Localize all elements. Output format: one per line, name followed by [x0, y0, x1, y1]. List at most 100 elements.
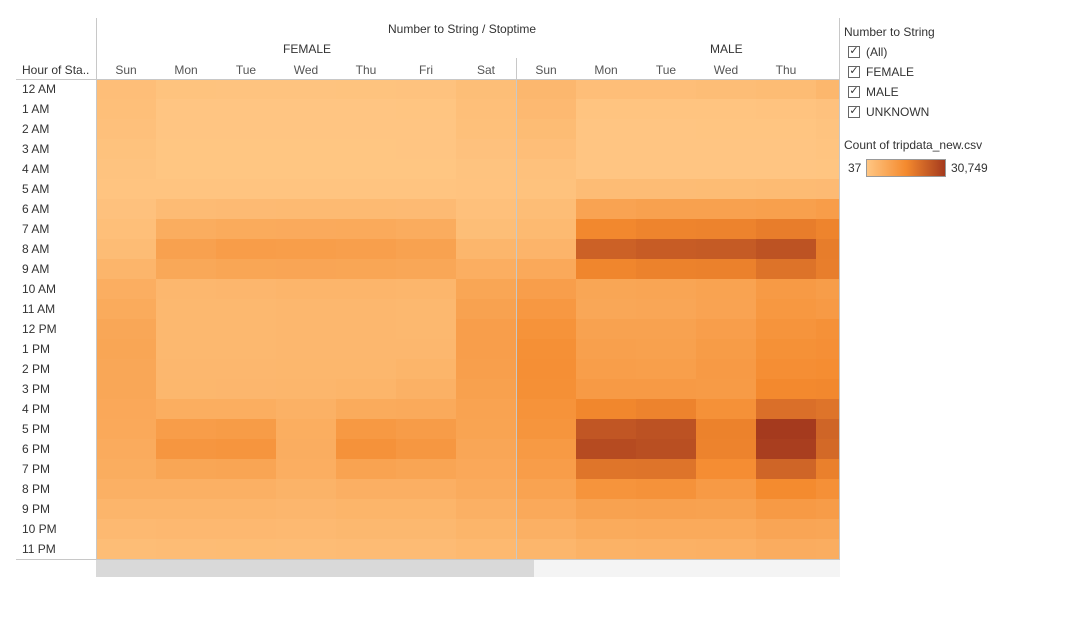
heatmap-cell[interactable] — [336, 219, 396, 239]
heatmap-cell[interactable] — [96, 219, 156, 239]
heatmap-cell[interactable] — [816, 379, 840, 399]
heatmap-cell[interactable] — [156, 539, 216, 559]
heatmap-cell[interactable] — [396, 519, 456, 539]
heatmap-cell[interactable] — [576, 499, 636, 519]
heatmap-cell[interactable] — [756, 499, 816, 519]
heatmap-cell[interactable] — [516, 479, 576, 499]
heatmap-cell[interactable] — [396, 299, 456, 319]
row-label[interactable]: 11 PM — [22, 542, 56, 556]
row-label[interactable]: 9 AM — [22, 262, 50, 276]
heatmap-cell[interactable] — [276, 119, 336, 139]
heatmap-cell[interactable] — [336, 359, 396, 379]
heatmap-cell[interactable] — [216, 299, 276, 319]
heatmap-cell[interactable] — [576, 279, 636, 299]
heatmap-cell[interactable] — [396, 459, 456, 479]
heatmap-cell[interactable] — [816, 79, 840, 99]
heatmap-cell[interactable] — [636, 119, 696, 139]
heatmap-cell[interactable] — [516, 179, 576, 199]
heatmap-cell[interactable] — [516, 99, 576, 119]
heatmap-cell[interactable] — [816, 259, 840, 279]
heatmap-cell[interactable] — [816, 499, 840, 519]
heatmap-cell[interactable] — [456, 419, 516, 439]
heatmap-cell[interactable] — [336, 459, 396, 479]
heatmap-cell[interactable] — [816, 419, 840, 439]
heatmap-cell[interactable] — [156, 199, 216, 219]
heatmap-cell[interactable] — [156, 439, 216, 459]
heatmap-cell[interactable] — [576, 139, 636, 159]
heatmap-cell[interactable] — [756, 239, 816, 259]
heatmap-cell[interactable] — [216, 119, 276, 139]
heatmap-cell[interactable] — [336, 439, 396, 459]
filter-item-all[interactable]: ✓ (All) — [848, 42, 929, 62]
heatmap-cell[interactable] — [756, 519, 816, 539]
row-label[interactable]: 3 PM — [22, 382, 51, 396]
heatmap-cell[interactable] — [516, 519, 576, 539]
heatmap-cell[interactable] — [756, 119, 816, 139]
heatmap-cell[interactable] — [276, 419, 336, 439]
heatmap-cell[interactable] — [756, 339, 816, 359]
heatmap-cell[interactable] — [516, 499, 576, 519]
heatmap-cell[interactable] — [396, 259, 456, 279]
heatmap-cell[interactable] — [636, 99, 696, 119]
heatmap-cell[interactable] — [156, 79, 216, 99]
heatmap-cell[interactable] — [456, 159, 516, 179]
heatmap-cell[interactable] — [276, 99, 336, 119]
heatmap-cell[interactable] — [336, 179, 396, 199]
heatmap-cell[interactable] — [636, 439, 696, 459]
heatmap-cell[interactable] — [156, 379, 216, 399]
row-label[interactable]: 2 PM — [22, 362, 51, 376]
row-label[interactable]: 4 PM — [22, 402, 51, 416]
heatmap-cell[interactable] — [156, 419, 216, 439]
heatmap-cell[interactable] — [576, 419, 636, 439]
heatmap-cell[interactable] — [576, 239, 636, 259]
heatmap-cell[interactable] — [516, 119, 576, 139]
heatmap-cell[interactable] — [276, 499, 336, 519]
heatmap-cell[interactable] — [216, 399, 276, 419]
heatmap-cell[interactable] — [696, 479, 756, 499]
heatmap-cell[interactable] — [276, 439, 336, 459]
heatmap-cell[interactable] — [276, 279, 336, 299]
heatmap-cell[interactable] — [396, 439, 456, 459]
heatmap-cell[interactable] — [696, 359, 756, 379]
heatmap-cell[interactable] — [636, 159, 696, 179]
color-legend-ramp[interactable] — [866, 159, 946, 177]
heatmap-cell[interactable] — [576, 259, 636, 279]
heatmap-cell[interactable] — [336, 239, 396, 259]
heatmap-cell[interactable] — [756, 79, 816, 99]
heatmap-cell[interactable] — [516, 399, 576, 419]
heatmap-cell[interactable] — [216, 99, 276, 119]
heatmap-cell[interactable] — [276, 219, 336, 239]
heatmap-cell[interactable] — [816, 319, 840, 339]
heatmap-cell[interactable] — [456, 519, 516, 539]
heatmap-cell[interactable] — [696, 299, 756, 319]
heatmap-cell[interactable] — [696, 399, 756, 419]
heatmap-cell[interactable] — [696, 79, 756, 99]
heatmap-cell[interactable] — [756, 179, 816, 199]
heatmap-cell[interactable] — [96, 99, 156, 119]
heatmap-cell[interactable] — [336, 99, 396, 119]
filter-item-female[interactable]: ✓ FEMALE — [848, 62, 929, 82]
heatmap-cell[interactable] — [396, 279, 456, 299]
heatmap-cell[interactable] — [756, 319, 816, 339]
heatmap-cell[interactable] — [276, 239, 336, 259]
heatmap-cell[interactable] — [696, 499, 756, 519]
heatmap-cell[interactable] — [156, 519, 216, 539]
heatmap-cell[interactable] — [96, 419, 156, 439]
heatmap-cell[interactable] — [216, 79, 276, 99]
heatmap-cell[interactable] — [336, 379, 396, 399]
heatmap-cell[interactable] — [576, 79, 636, 99]
heatmap-cell[interactable] — [816, 239, 840, 259]
heatmap-cell[interactable] — [696, 459, 756, 479]
heatmap-cell[interactable] — [336, 159, 396, 179]
row-label[interactable]: 8 PM — [22, 482, 51, 496]
row-label[interactable]: 6 PM — [22, 442, 51, 456]
heatmap-cell[interactable] — [636, 319, 696, 339]
checkbox-icon[interactable]: ✓ — [848, 84, 860, 98]
heatmap-cell[interactable] — [756, 479, 816, 499]
heatmap-cell[interactable] — [636, 419, 696, 439]
heatmap-cell[interactable] — [216, 339, 276, 359]
heatmap-cell[interactable] — [756, 259, 816, 279]
heatmap-cell[interactable] — [336, 299, 396, 319]
heatmap-cell[interactable] — [456, 359, 516, 379]
